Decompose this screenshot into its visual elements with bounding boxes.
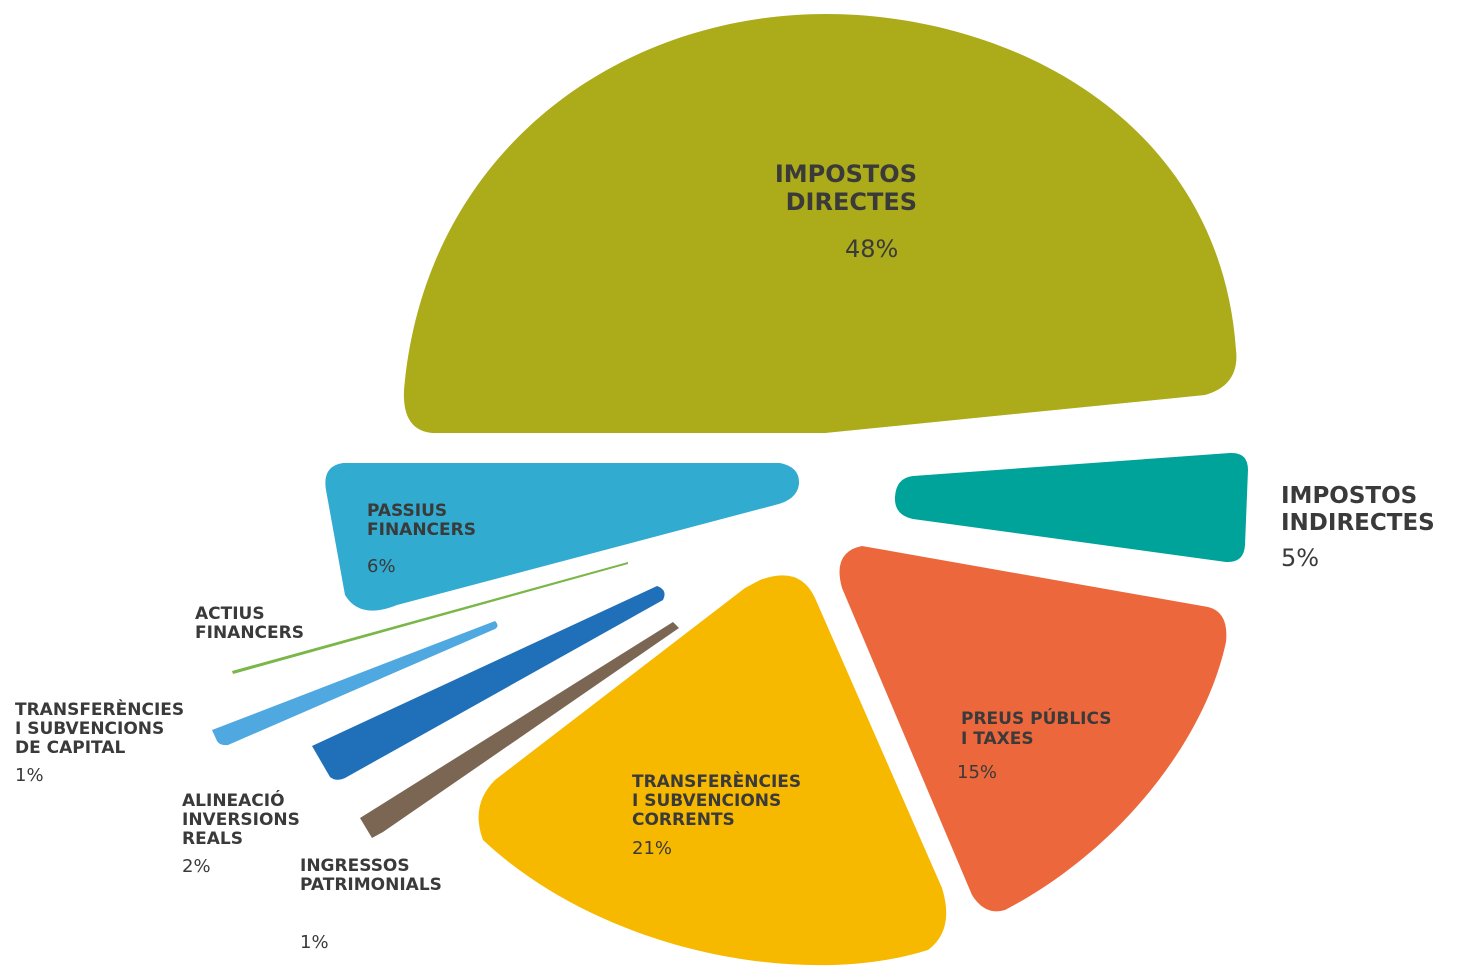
slice-value-alineacio-inversions-reals: 2% xyxy=(182,856,211,877)
pie-slice-alineacio-inversions-reals xyxy=(312,586,665,780)
slice-value-ingressos-patrimonials: 1% xyxy=(300,932,329,953)
pie-slice-transferencies-i-subvencions-de-capital xyxy=(212,621,498,746)
slice-group-alineacio-inversions-reals: ALINEACIÓ INVERSIONS REALS 2% xyxy=(182,586,665,877)
pie-slice-transferencies-i-subvencions-corrents xyxy=(478,575,947,966)
slice-group-impostos-directes: IMPOSTOS DIRECTES 48% xyxy=(403,14,1237,433)
slice-label-impostos-directes: IMPOSTOS DIRECTES xyxy=(775,160,917,216)
pie-slice-ingressos-patrimonials xyxy=(360,622,679,838)
slice-value-transferencies-i-subvencions-de-capital: 1% xyxy=(15,765,44,786)
slice-label-transferencies-i-subvencions-corrents: TRANSFERÈNCIES I SUBVENCIONS CORRENTS xyxy=(632,770,801,830)
pie-slice-impostos-directes xyxy=(403,14,1237,433)
pie-slice-preus-publics-i-taxes xyxy=(839,546,1227,912)
slice-label-actius-financers: ACTIUS FINANCERS xyxy=(195,604,304,643)
pie-slice-passius-financers xyxy=(325,463,800,611)
slice-value-passius-financers: 6% xyxy=(367,556,396,577)
slice-group-preus-publics-i-taxes: PREUS PÚBLICS I TAXES 15% xyxy=(839,546,1227,912)
slice-label-passius-financers: PASSIUS FINANCERS xyxy=(367,501,476,540)
slice-label-ingressos-patrimonials: INGRESSOS PATRIMONIALS xyxy=(300,856,442,895)
slice-group-impostos-indirectes: IMPOSTOS INDIRECTES 5% xyxy=(894,452,1435,572)
slice-label-preus-publics-i-taxes: PREUS PÚBLICS I TAXES xyxy=(961,707,1112,749)
slice-group-passius-financers: PASSIUS FINANCERS 6% xyxy=(325,463,800,611)
slice-group-actius-financers: ACTIUS FINANCERS xyxy=(195,562,628,674)
slice-group-ingressos-patrimonials: INGRESSOS PATRIMONIALS 1% xyxy=(300,622,679,953)
slice-label-impostos-indirectes: IMPOSTOS INDIRECTES xyxy=(1281,483,1435,536)
slice-label-alineacio-inversions-reals: ALINEACIÓ INVERSIONS REALS xyxy=(182,789,300,849)
slice-value-impostos-indirectes: 5% xyxy=(1281,544,1319,572)
slice-value-impostos-directes: 48% xyxy=(845,235,898,263)
slice-label-transferencies-i-subvencions-de-capital: TRANSFERÈNCIES I SUBVENCIONS DE CAPITAL xyxy=(15,698,184,758)
slice-value-transferencies-i-subvencions-corrents: 21% xyxy=(632,838,672,859)
slice-group-transferencies-i-subvencions-corrents: TRANSFERÈNCIES I SUBVENCIONS CORRENTS 21% xyxy=(478,575,947,966)
slice-value-preus-publics-i-taxes: 15% xyxy=(957,762,997,783)
pie-slice-impostos-indirectes xyxy=(894,452,1248,563)
slice-group-transferencies-i-subvencions-de-capital: TRANSFERÈNCIES I SUBVENCIONS DE CAPITAL 1% xyxy=(15,621,498,786)
pie-slice-actius-financers xyxy=(232,562,628,674)
